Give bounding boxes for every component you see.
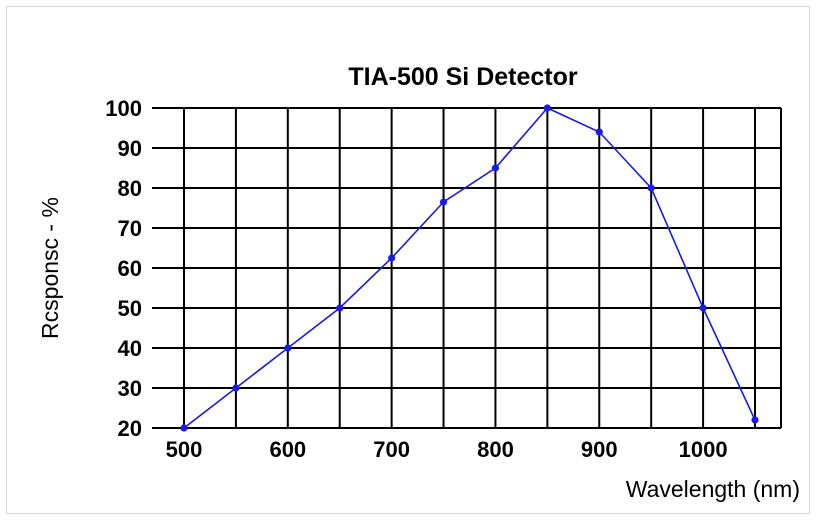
y-tick-label-60: 60 — [118, 256, 142, 281]
x-axis-label: Wavelength (nm) — [626, 476, 800, 502]
data-point-1050 — [751, 416, 759, 424]
y-tick-label-90: 90 — [118, 136, 142, 161]
data-point-950 — [647, 184, 655, 192]
grid-layer — [152, 107, 782, 429]
data-point-900 — [595, 128, 603, 136]
y-tick-label-50: 50 — [118, 296, 142, 321]
x-tick-label-800: 800 — [477, 437, 514, 462]
data-point-600 — [284, 344, 292, 352]
data-point-700 — [388, 254, 396, 262]
data-point-850 — [543, 104, 551, 112]
data-point-500 — [180, 424, 188, 432]
y-tick-label-100: 100 — [105, 96, 142, 121]
y-tick-label-80: 80 — [118, 176, 142, 201]
y-tick-label-30: 30 — [118, 376, 142, 401]
y-tick-label-70: 70 — [118, 216, 142, 241]
data-point-800 — [491, 164, 500, 172]
chart-title: TIA-500 Si Detector — [348, 63, 578, 91]
x-tick-label-600: 600 — [269, 437, 306, 462]
y-tick-label-40: 40 — [118, 336, 142, 361]
x-tick-label-700: 700 — [373, 437, 410, 462]
data-point-550 — [232, 384, 240, 392]
series-line-0 — [183, 107, 756, 429]
data-point-1000 — [699, 304, 707, 312]
x-tick-labels: 500 600 700 800 900 1000 — [166, 437, 728, 462]
series-layer — [180, 104, 759, 432]
data-point-750 — [439, 198, 448, 206]
x-tick-label-900: 900 — [581, 437, 618, 462]
chart-frame — [6, 6, 810, 514]
x-tick-label-1000: 1000 — [679, 437, 728, 462]
y-axis-label: Rcsponsc - % — [37, 197, 63, 339]
data-point-650 — [336, 304, 344, 312]
y-tick-label-20: 20 — [118, 416, 142, 441]
y-tick-labels: 20 30 40 50 60 70 80 90 100 — [105, 96, 142, 441]
x-tick-label-500: 500 — [166, 437, 203, 462]
